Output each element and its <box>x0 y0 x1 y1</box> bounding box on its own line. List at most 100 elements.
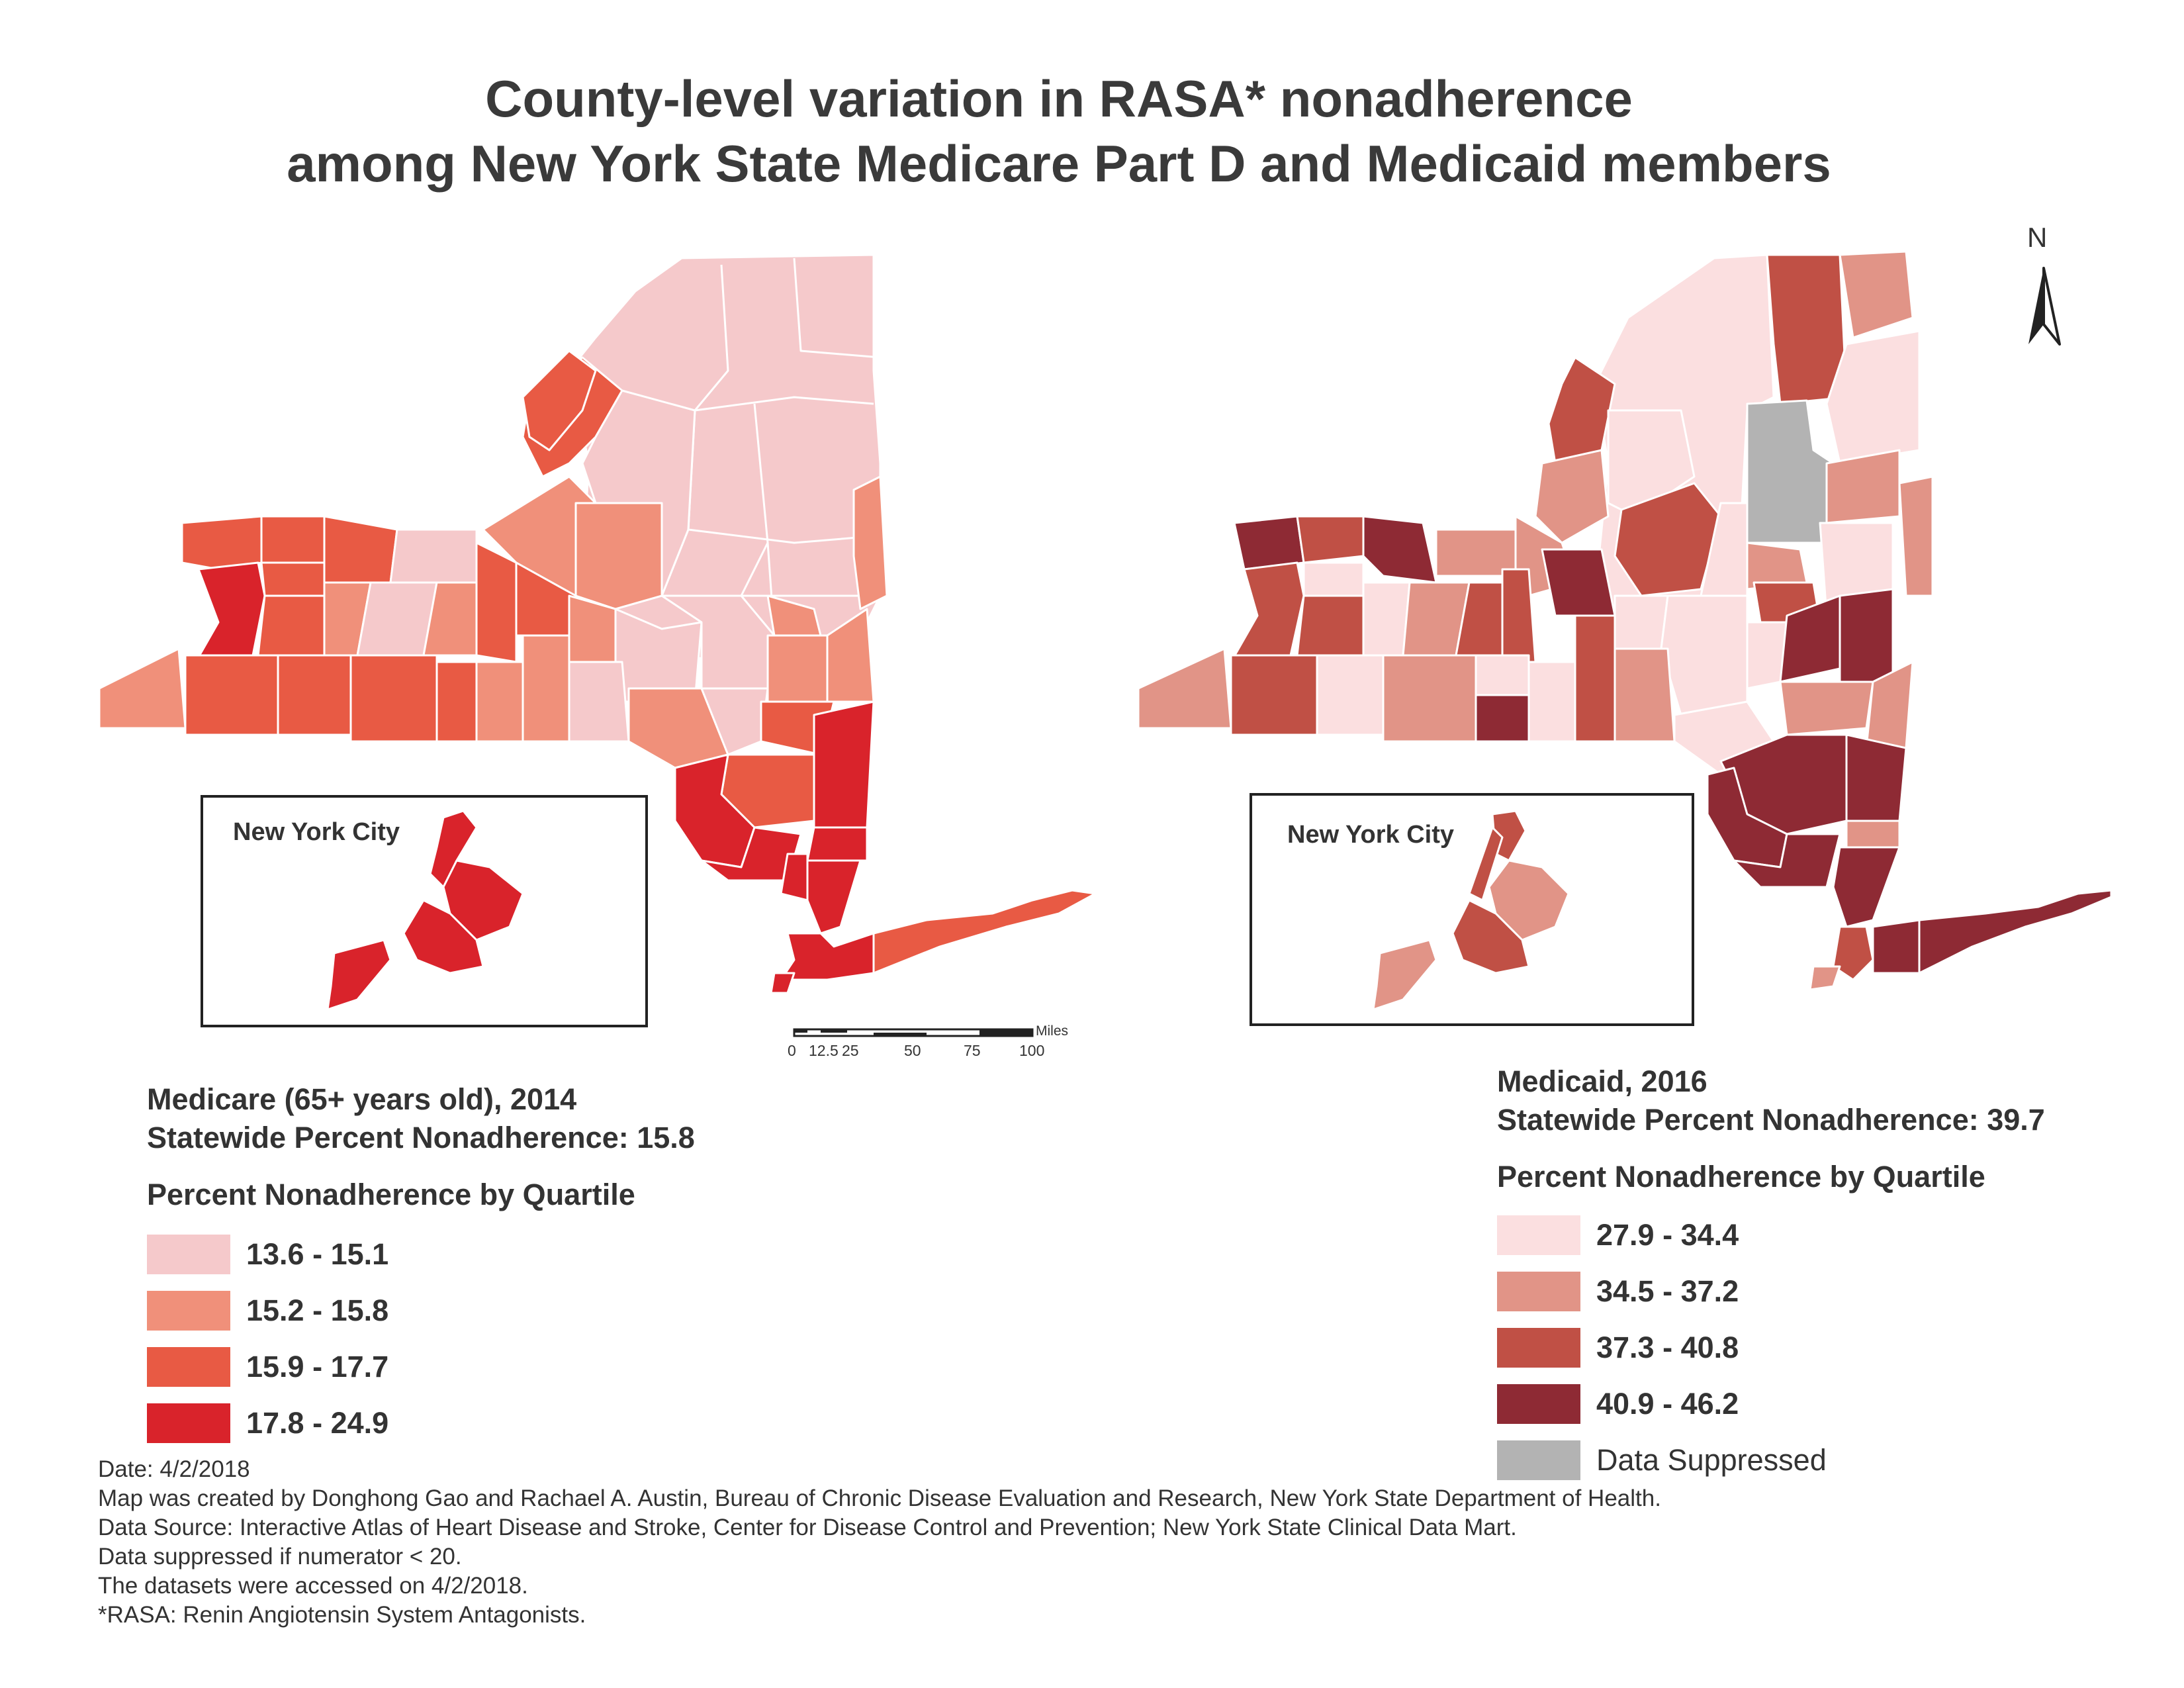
legend-label: 17.8 - 24.9 <box>246 1406 389 1440</box>
scale-tick: 12.5 <box>809 1042 839 1059</box>
borough-medicare-queens <box>442 859 524 941</box>
county-medicaid-chemung <box>1475 694 1530 743</box>
county-medicaid-nyc-main <box>1832 925 1874 981</box>
legend-label: 37.3 - 40.8 <box>1596 1331 1739 1364</box>
medicare-legend: Medicare (65+ years old), 2014 Statewide… <box>147 1080 695 1214</box>
legend-swatch <box>147 1403 230 1443</box>
county-medicaid-cattaraugus <box>1230 654 1318 736</box>
county-medicare-tompkins <box>475 661 524 743</box>
county-medicaid-warren <box>1825 449 1901 524</box>
borough-medicare-brooklyn <box>402 899 484 974</box>
medicare-legend-item: 13.6 - 15.1 <box>147 1235 388 1274</box>
county-medicare-dutchess <box>813 700 875 829</box>
scale-tick: 100 <box>1019 1042 1045 1059</box>
county-medicaid-cayuga <box>1501 568 1537 663</box>
county-medicare-albany <box>766 634 829 703</box>
county-medicare-allegany <box>277 654 352 736</box>
county-medicare-genesee <box>260 561 326 597</box>
medicaid-statewide: Statewide Percent Nonadherence: 39.7 <box>1497 1103 2045 1137</box>
county-medicaid-otsego <box>1660 594 1749 716</box>
county-medicare-cattaraugus <box>184 654 279 736</box>
county-medicare-chautauqua <box>98 647 187 729</box>
legend-swatch <box>147 1291 230 1331</box>
medicare-map-title: Medicare (65+ years old), 2014 <box>147 1082 577 1116</box>
county-medicaid-staten-main <box>1809 965 1841 991</box>
county-medicare-staten-main <box>770 972 796 994</box>
legend-label: 34.5 - 37.2 <box>1596 1274 1739 1308</box>
county-medicaid-monroe <box>1362 515 1437 584</box>
county-medicare-schuyler <box>435 661 478 743</box>
scale-tick: 0 <box>788 1042 796 1059</box>
legend-swatch <box>147 1347 230 1387</box>
medicaid-nyc-inset <box>1250 793 1694 1026</box>
county-medicare-westchester <box>806 859 862 935</box>
scale-tick: 25 <box>842 1042 859 1059</box>
borough-medicare-staten-island <box>326 939 392 1011</box>
county-medicaid-jefferson <box>1534 449 1610 544</box>
county-medicare-wayne <box>389 528 478 584</box>
county-medicaid-washington <box>1898 475 1934 597</box>
county-medicare-cayuga <box>475 541 518 663</box>
county-medicare-broome <box>568 661 630 743</box>
north-arrow-label: N <box>2027 222 2048 253</box>
scale-bar-unit: Miles <box>1036 1023 1069 1039</box>
medicaid-inset-label: New York City <box>1287 821 1455 849</box>
county-medicaid-tompkins <box>1527 661 1576 743</box>
legend-label: 27.9 - 34.4 <box>1596 1218 1739 1252</box>
figure-title: County-level variation in RASA* nonadher… <box>0 66 2118 196</box>
county-medicaid-livingston <box>1362 581 1411 657</box>
medicaid-legend-item: 34.5 - 37.2 <box>1497 1272 1739 1311</box>
county-medicare-jefferson-north <box>522 350 597 451</box>
county-medicare-rensselaer <box>852 475 888 610</box>
footnote-suppression: Data suppressed if numerator < 20. <box>98 1544 462 1570</box>
medicaid-legend: Medicaid, 2016 Statewide Percent Nonadhe… <box>1497 1062 2045 1196</box>
county-medicaid-onondaga <box>1541 548 1616 617</box>
county-medicare-wyoming <box>257 594 326 657</box>
county-medicaid-clinton <box>1839 250 1914 339</box>
legend-swatch <box>1497 1384 1580 1424</box>
footnotes: Date: 4/2/2018 Map was created by Dongho… <box>98 1455 1661 1630</box>
medicaid-legend-item: 27.9 - 34.4 <box>1497 1215 1739 1255</box>
medicare-nyc-inset <box>201 795 648 1027</box>
legend-swatch <box>147 1235 230 1274</box>
footnote-source: Data Source: Interactive Atlas of Heart … <box>98 1515 1517 1540</box>
legend-label: Data Suppressed <box>1596 1443 1827 1477</box>
county-medicaid-dutchess <box>1845 733 1907 822</box>
medicaid-map-title: Medicaid, 2016 <box>1497 1064 1707 1098</box>
borough-medicaid-queens <box>1488 859 1570 941</box>
medicare-legend-item: 15.2 - 15.8 <box>147 1291 388 1331</box>
county-medicaid-suffolk <box>1918 889 2113 974</box>
footnote-date: Date: 4/2/2018 <box>98 1456 250 1482</box>
medicare-legend-title: Percent Nonadherence by Quartile <box>147 1178 635 1211</box>
county-medicare-oneida <box>574 502 663 610</box>
title-line-1: County-level variation in RASA* nonadher… <box>485 70 1633 128</box>
medicare-legend-item: 17.8 - 24.9 <box>147 1403 388 1443</box>
footnote-rasa: *RASA: Renin Angiotensin System Antagoni… <box>98 1602 586 1628</box>
legend-label: 13.6 - 15.1 <box>246 1237 389 1271</box>
footnote-credit: Map was created by Donghong Gao and Rach… <box>98 1485 1661 1511</box>
county-medicaid-allegany <box>1316 654 1385 736</box>
county-medicaid-chenango <box>1614 647 1676 743</box>
legend-swatch <box>1497 1440 1580 1480</box>
medicare-statewide: Statewide Percent Nonadherence: 15.8 <box>147 1121 695 1154</box>
medicaid-legend-item: 40.9 - 46.2 <box>1497 1384 1739 1424</box>
county-medicare-erie <box>191 561 266 670</box>
county-medicaid-cortland <box>1574 614 1616 743</box>
county-medicaid-erie <box>1230 561 1305 663</box>
legend-swatch <box>1497 1215 1580 1255</box>
legend-swatch <box>1497 1272 1580 1311</box>
county-medicaid-chautauqua <box>1137 647 1232 729</box>
county-medicaid-putnam <box>1845 820 1901 849</box>
county-medicaid-steuben <box>1382 654 1477 743</box>
county-medicaid-niagara <box>1233 515 1305 571</box>
scale-tick: 50 <box>904 1042 921 1059</box>
borough-medicaid-brooklyn <box>1451 899 1530 974</box>
county-medicaid-nassau <box>1872 919 1921 974</box>
county-medicaid-genesee <box>1302 561 1365 597</box>
medicaid-map <box>1137 250 2113 991</box>
county-medicaid-madison <box>1614 594 1669 650</box>
medicaid-legend-item: 37.3 - 40.8 <box>1497 1328 1739 1368</box>
scale-tick: 75 <box>964 1042 981 1059</box>
county-medicaid-westchester <box>1832 846 1901 928</box>
